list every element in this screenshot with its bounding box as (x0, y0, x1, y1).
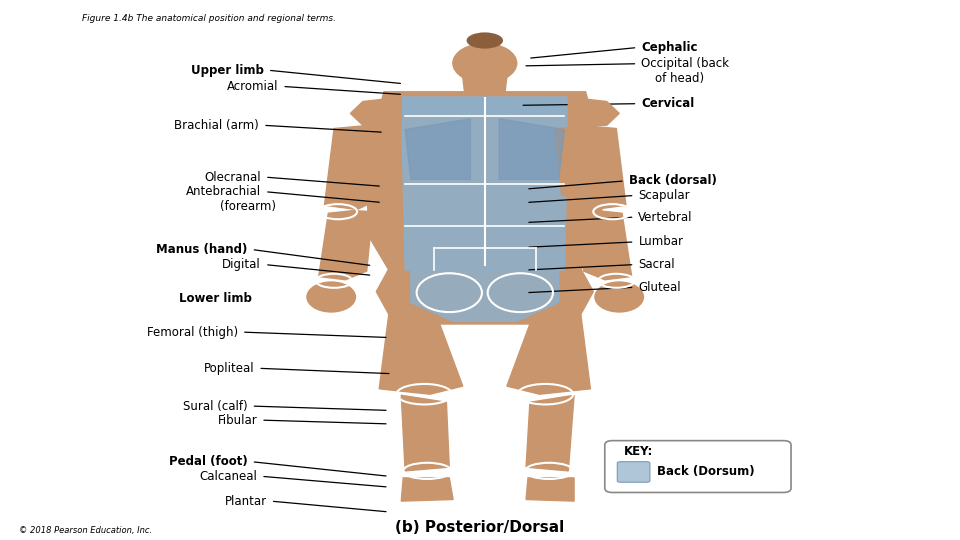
Polygon shape (379, 314, 463, 394)
Polygon shape (578, 211, 632, 280)
Text: © 2018 Pearson Education, Inc.: © 2018 Pearson Education, Inc. (19, 526, 153, 535)
Polygon shape (401, 395, 449, 471)
Polygon shape (401, 97, 568, 270)
Polygon shape (507, 314, 590, 394)
Polygon shape (526, 395, 574, 471)
Polygon shape (555, 125, 626, 210)
Ellipse shape (452, 43, 517, 83)
Polygon shape (411, 270, 559, 321)
Text: Sural (calf): Sural (calf) (183, 400, 248, 413)
Text: Antebrachial: Antebrachial (186, 185, 261, 198)
Text: Upper limb: Upper limb (191, 64, 264, 77)
Text: Sacral: Sacral (638, 258, 675, 271)
Text: Calcaneal: Calcaneal (200, 470, 257, 483)
Text: Pedal (foot): Pedal (foot) (169, 455, 248, 468)
Polygon shape (526, 478, 574, 501)
Text: of head): of head) (655, 72, 704, 85)
Polygon shape (499, 119, 564, 179)
Text: Lumbar: Lumbar (638, 235, 684, 248)
Text: Cervical: Cervical (641, 97, 694, 110)
Polygon shape (319, 211, 372, 280)
Text: Femoral (thigh): Femoral (thigh) (147, 326, 238, 339)
Polygon shape (405, 119, 470, 179)
Text: Digital: Digital (223, 258, 261, 271)
Text: Occipital (back: Occipital (back (641, 57, 730, 70)
Ellipse shape (306, 281, 356, 313)
FancyBboxPatch shape (605, 441, 791, 492)
Text: Lower limb: Lower limb (179, 292, 252, 305)
Text: Fibular: Fibular (218, 414, 257, 427)
Ellipse shape (467, 32, 503, 49)
Text: Popliteal: Popliteal (204, 362, 254, 375)
Text: Manus (hand): Manus (hand) (156, 243, 248, 256)
Polygon shape (376, 97, 593, 113)
Polygon shape (324, 125, 396, 210)
Text: KEY:: KEY: (624, 446, 654, 458)
Text: Gluteal: Gluteal (638, 281, 681, 294)
Text: (forearm): (forearm) (220, 200, 276, 213)
Text: Acromial: Acromial (227, 80, 278, 93)
Ellipse shape (594, 281, 644, 313)
Text: Brachial (arm): Brachial (arm) (175, 119, 259, 132)
Text: Scapular: Scapular (638, 189, 690, 202)
Text: (b) Posterior/Dorsal: (b) Posterior/Dorsal (396, 519, 564, 535)
Text: Cephalic: Cephalic (641, 41, 698, 54)
Text: Olecranal: Olecranal (204, 171, 261, 184)
Polygon shape (376, 269, 593, 324)
Polygon shape (365, 92, 605, 270)
Polygon shape (463, 77, 507, 93)
Text: Back (Dorsum): Back (Dorsum) (657, 465, 755, 478)
FancyBboxPatch shape (617, 462, 650, 482)
Text: Plantar: Plantar (225, 495, 267, 508)
Polygon shape (350, 97, 401, 125)
Polygon shape (568, 97, 619, 125)
Text: Figure 1.4b The anatomical position and regional terms.: Figure 1.4b The anatomical position and … (82, 14, 336, 23)
Text: Vertebral: Vertebral (638, 211, 693, 224)
Text: Back (dorsal): Back (dorsal) (629, 174, 717, 187)
Polygon shape (401, 478, 453, 501)
